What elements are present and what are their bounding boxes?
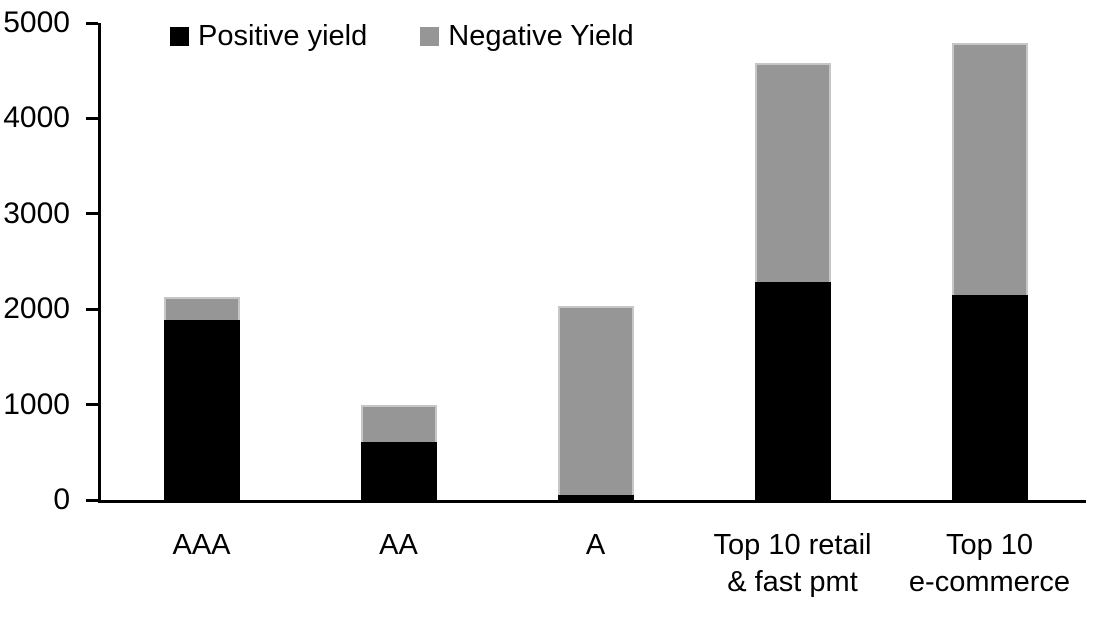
bar-segment-positive-yield: [754, 282, 831, 500]
y-axis-line: [98, 23, 101, 503]
y-tick-label: 2000: [3, 292, 70, 326]
category-label: AAA: [172, 529, 231, 561]
y-tick-mark: [86, 403, 98, 407]
bar-segment-negative-yield: [163, 296, 240, 320]
bar-segment-negative-yield: [557, 306, 634, 496]
bar-segment-negative-yield: [360, 404, 437, 442]
legend-item: Negative Yield: [420, 20, 634, 52]
y-tick-mark: [86, 116, 98, 120]
legend-label: Positive yield: [198, 20, 368, 52]
y-tick-label: 4000: [3, 101, 70, 135]
bar-segment-negative-yield: [754, 63, 831, 283]
y-tick-label: 1000: [3, 387, 70, 421]
legend-swatch-icon: [420, 27, 440, 46]
category-label: AA: [379, 529, 418, 561]
legend-item: Positive yield: [170, 22, 367, 51]
y-tick-label: 3000: [3, 196, 70, 230]
y-tick-mark: [86, 307, 98, 311]
legend-swatch-icon: [170, 27, 189, 46]
bar-segment-positive-yield: [163, 319, 240, 500]
bar-segment-positive-yield: [951, 294, 1028, 500]
y-tick-mark: [86, 212, 98, 216]
category-label: A: [585, 529, 606, 561]
x-axis-line: [98, 500, 1086, 503]
y-tick-mark: [86, 498, 98, 502]
chart-legend: Positive yield Negative Yield: [170, 22, 634, 51]
y-tick-label: 5000: [3, 6, 70, 39]
bar-segment-positive-yield: [557, 495, 634, 500]
bar-segment-negative-yield: [951, 43, 1028, 295]
y-tick-label: 0: [53, 483, 70, 516]
bar-segment-positive-yield: [360, 441, 437, 500]
y-tick-mark: [86, 21, 98, 25]
legend-label: Negative Yield: [448, 20, 634, 52]
category-label: Top 10 e-commerce: [908, 529, 1071, 598]
category-label: Top 10 retail & fast pmt: [713, 529, 872, 598]
